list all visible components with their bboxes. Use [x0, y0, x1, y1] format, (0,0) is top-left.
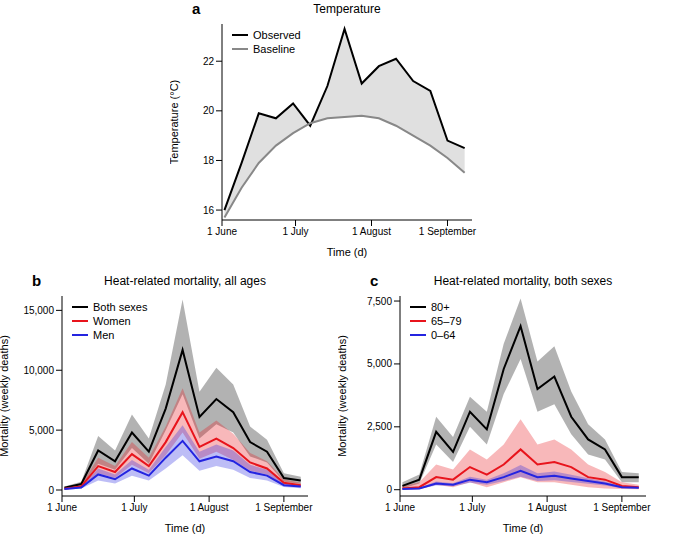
svg-text:1 July: 1 July [121, 502, 147, 513]
svg-text:Mortality (weekly deaths): Mortality (weekly deaths) [8, 335, 10, 457]
html-text:65–79: 65–79 [431, 315, 462, 327]
svg-text:7,500: 7,500 [367, 296, 392, 307]
svg-text:1 June: 1 June [47, 502, 77, 513]
svg-text:15,000: 15,000 [23, 305, 54, 316]
svg-text:Mortality (weekly deaths): Mortality (weekly deaths) [338, 335, 348, 457]
svg-text:1 June: 1 June [385, 502, 415, 513]
svg-text:20: 20 [203, 105, 215, 116]
svg-text:Time (d): Time (d) [327, 246, 368, 258]
svg-text:1 June: 1 June [207, 226, 237, 237]
svg-text:Time (d): Time (d) [503, 522, 544, 534]
svg-text:16: 16 [203, 205, 215, 216]
svg-text:1 August: 1 August [528, 502, 567, 513]
svg-text:1 August: 1 August [190, 502, 229, 513]
html-text:Both sexes: Both sexes [93, 301, 148, 313]
svg-text:2,500: 2,500 [367, 421, 392, 432]
html-text:Heat-related mortality, both s: Heat-related mortality, both sexes [433, 274, 613, 288]
html-text:Observed: Observed [253, 29, 301, 41]
svg-text:0: 0 [386, 484, 392, 495]
svg-text:Temperature (°C): Temperature (°C) [170, 80, 180, 164]
html-text:b: b [32, 272, 42, 289]
html-text:0–64: 0–64 [431, 329, 456, 341]
svg-text:Time (d): Time (d) [165, 522, 206, 534]
html-text:c: c [370, 272, 379, 289]
svg-text:18: 18 [203, 155, 215, 166]
html-text:Women: Women [93, 315, 131, 327]
svg-text:1 July: 1 July [459, 502, 485, 513]
svg-text:22: 22 [203, 56, 215, 67]
svg-text:5,000: 5,000 [29, 425, 54, 436]
svg-text:1 September: 1 September [593, 502, 651, 513]
svg-text:1 September: 1 September [255, 502, 313, 513]
svg-text:0: 0 [48, 485, 54, 496]
svg-text:5,000: 5,000 [367, 358, 392, 369]
svg-text:10,000: 10,000 [23, 365, 54, 376]
html-text:Baseline: Baseline [253, 43, 296, 55]
html-text:80+: 80+ [431, 301, 450, 313]
svg-text:1 July: 1 July [282, 226, 308, 237]
svg-text:1 September: 1 September [419, 226, 477, 237]
html-text:a: a [192, 0, 201, 17]
html-text:Men: Men [93, 329, 115, 341]
html-text:Temperature: Temperature [313, 2, 381, 16]
svg-text:1 August: 1 August [352, 226, 391, 237]
html-text:Heat-related mortality, all ag: Heat-related mortality, all ages [104, 274, 266, 288]
